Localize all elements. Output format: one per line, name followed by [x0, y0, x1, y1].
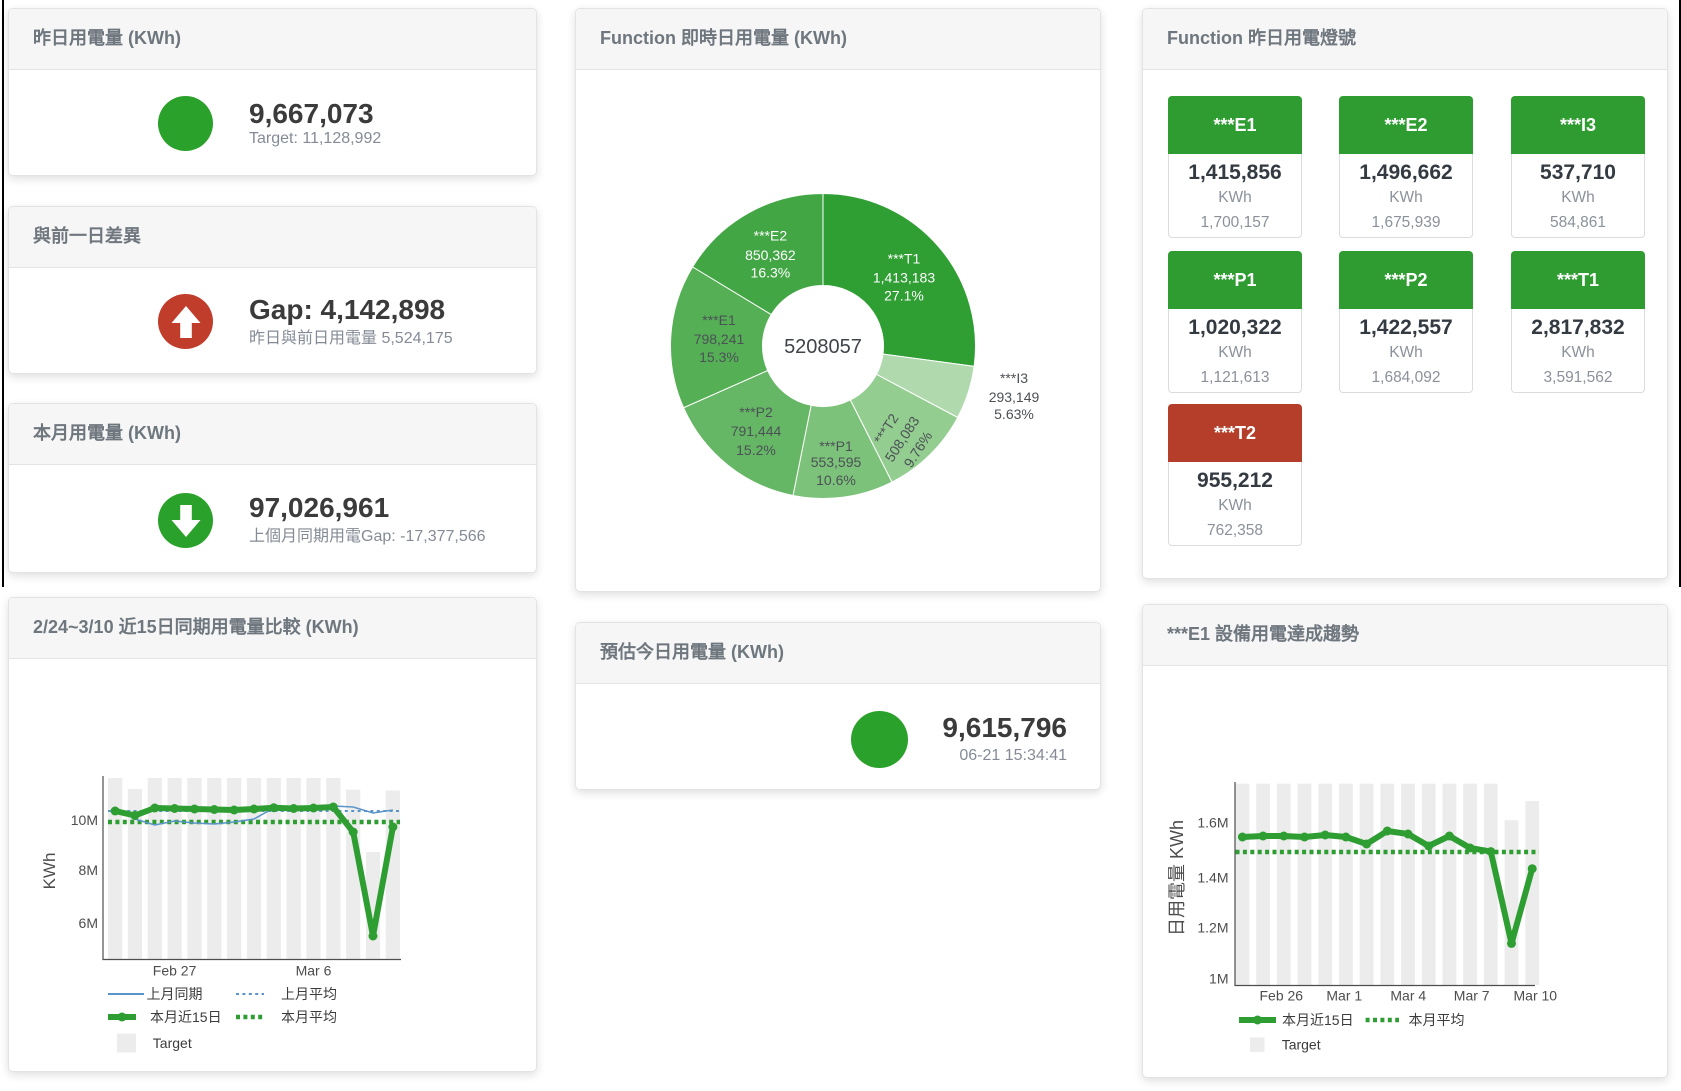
svg-text:791,444: 791,444 [731, 423, 782, 439]
svg-text:Feb 26: Feb 26 [1260, 987, 1304, 1003]
svg-text:1M: 1M [1209, 971, 1228, 987]
svg-text:5.63%: 5.63% [994, 406, 1034, 422]
svg-text:15.3%: 15.3% [699, 349, 739, 365]
svg-text:本月近15日: 本月近15日 [1282, 1012, 1354, 1028]
svg-text:6M: 6M [79, 915, 98, 931]
svg-text:8M: 8M [79, 862, 98, 878]
svg-text:27.1%: 27.1% [884, 288, 924, 304]
svg-text:上月同期: 上月同期 [147, 986, 203, 1002]
svg-text:293,149: 293,149 [989, 389, 1040, 405]
svg-text:***P1: ***P1 [819, 438, 853, 454]
svg-text:1.2M: 1.2M [1197, 920, 1228, 936]
svg-text:本月平均: 本月平均 [281, 1009, 337, 1025]
svg-text:Mar 10: Mar 10 [1514, 987, 1558, 1003]
svg-text:553,595: 553,595 [811, 454, 862, 470]
svg-text:***T1: ***T1 [888, 251, 921, 267]
svg-text:Mar 1: Mar 1 [1326, 987, 1362, 1003]
svg-text:10.6%: 10.6% [816, 472, 856, 488]
svg-text:Mar 6: Mar 6 [296, 963, 332, 979]
svg-text:***E1: ***E1 [702, 312, 736, 328]
svg-text:1.6M: 1.6M [1197, 815, 1228, 831]
svg-text:Mar 7: Mar 7 [1454, 987, 1490, 1003]
svg-text:Feb 27: Feb 27 [153, 963, 197, 979]
svg-text:15.2%: 15.2% [736, 442, 776, 458]
svg-text:Mar 4: Mar 4 [1390, 987, 1426, 1003]
svg-text:798,241: 798,241 [694, 331, 745, 347]
svg-text:本月近15日: 本月近15日 [150, 1009, 222, 1025]
svg-text:10M: 10M [71, 812, 98, 828]
svg-text:***I3: ***I3 [1000, 370, 1028, 386]
svg-text:Target: Target [1282, 1037, 1321, 1053]
svg-text:1.4M: 1.4M [1197, 870, 1228, 886]
svg-text:1,413,183: 1,413,183 [873, 270, 935, 286]
svg-text:16.3%: 16.3% [751, 264, 791, 280]
svg-text:***P2: ***P2 [739, 404, 773, 420]
svg-text:850,362: 850,362 [745, 247, 796, 263]
svg-text:日用電量 KWh: 日用電量 KWh [1167, 820, 1187, 936]
svg-text:Target: Target [153, 1035, 192, 1051]
svg-text:5208057: 5208057 [784, 336, 862, 358]
svg-text:KWh: KWh [40, 853, 59, 890]
svg-text:***E2: ***E2 [754, 228, 788, 244]
svg-text:本月平均: 本月平均 [1409, 1012, 1465, 1028]
svg-text:上月平均: 上月平均 [281, 986, 337, 1002]
